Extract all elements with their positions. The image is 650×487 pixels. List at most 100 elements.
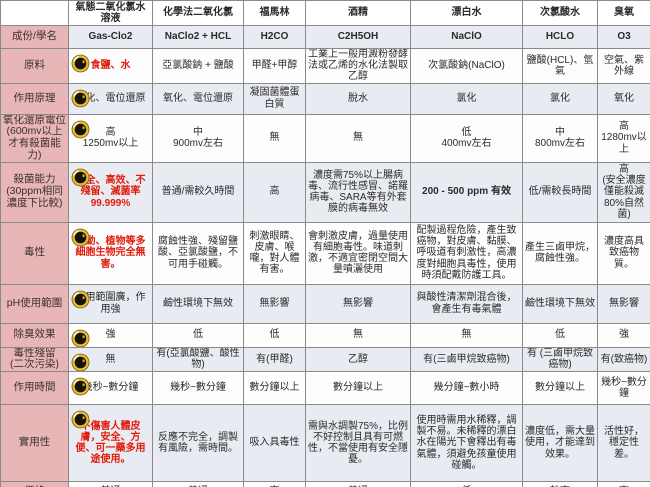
cell-text: 需與水調製75%，比例不好控制且具有可燃性，不當使用有安全隱憂。: [308, 420, 409, 466]
cell-text: 鹽酸(HCL)、氫氣: [526, 54, 594, 77]
cell-text: 高: [270, 486, 280, 487]
cell-text: 會刺激皮膚，過量使用有細胞毒性。味道刺激，不適宜密閉空間大量噴灑使用: [308, 230, 408, 276]
cell-text: Gas-Clo2: [88, 31, 133, 43]
row-header: 氧化還原電位 (600mv以上才有殺菌能力): [0, 113, 69, 163]
corner-cell: [0, 0, 69, 26]
cell-text: C2H5OH: [337, 31, 379, 43]
table-cell: 氧化、電位還原: [68, 82, 153, 115]
cell-text: 低: [462, 486, 472, 487]
table-cell: H2CO: [243, 25, 306, 49]
cell-text: 數分鐘以上: [249, 382, 300, 394]
cell-text: 高: [619, 486, 629, 487]
table-cell: 活性好，穩定性差。: [597, 404, 650, 483]
cell-text: 使用範圍廣，作用強: [75, 292, 146, 315]
cell-text: 普通: [188, 486, 208, 487]
cell-text: 幾分鐘~數小時: [433, 382, 500, 394]
table-cell: 吸入具毒性: [243, 404, 306, 483]
table-row: 殺菌能力 (30ppm相同濃度下比較) 安全、高效、不殘留、滅菌率99.999%…: [0, 161, 650, 223]
table-row: 作用時間 幾秒~數分鐘 幾秒~數分鐘 數分鐘以上 數分鐘以上 幾分鐘~數小時 數分鐘以上 幾…: [0, 371, 650, 406]
table-cell: 配製過程危險，產生致癌物，對皮膚、黏膜、呼吸道有刺激性，高濃度對細胞具毒性，使用…: [410, 221, 523, 285]
cell-text: 氧化、電位還原: [75, 92, 146, 104]
cell-text: 普通: [348, 486, 368, 487]
table-row: 毒性殘留 (二次污染) 無 有(亞氯酸鹽、酸性物) 有(甲醛) 乙醇 有(三鹵甲烷致癌物…: [0, 346, 650, 373]
table-cell: 濃度低，需大量使用，才能達到效果。: [522, 404, 598, 483]
table-cell: 低: [410, 481, 523, 487]
table-row: 除臭效果 強 低 低 無 無 低 強: [0, 322, 650, 348]
cell-text: 高 1250mv以上: [82, 126, 139, 150]
cell-text: 無: [269, 132, 280, 144]
table-cell: Gas-Clo2: [68, 25, 153, 49]
award-badge-icon: [71, 163, 90, 187]
award-badge-icon: [71, 324, 90, 347]
row-header: 作用原理: [0, 82, 69, 115]
table-cell: 有(亞氯酸鹽、酸性物): [152, 346, 244, 373]
cell-text: 低: [193, 329, 203, 341]
table-cell: NaClo2 + HCL: [152, 25, 244, 49]
cell-text: 中 800mv左右: [534, 126, 585, 150]
cell-text: 甲醛+甲醇: [251, 60, 298, 72]
cell-text: 工業上一般用澱粉發酵法或乙烯的水化法製取乙醇: [308, 49, 408, 83]
cell-text: 中 900mv左右: [172, 126, 223, 150]
cell-text: 有(致癌物): [600, 353, 648, 365]
table-cell: 高: [597, 481, 650, 487]
row-header: 除臭效果: [0, 322, 69, 348]
column-header: 臭氧: [597, 0, 650, 26]
row-header: 殺菌能力 (30ppm相同濃度下比較): [0, 161, 69, 223]
table-cell: O3: [597, 25, 650, 49]
table-cell: 次氯酸鈉(NaClO): [410, 48, 523, 84]
table-cell: 空氣、紫外線: [597, 48, 650, 84]
row-header: 作用時間: [0, 371, 69, 406]
table-cell: 無: [68, 346, 153, 373]
row-header: pH使用範圍: [0, 283, 69, 324]
table-cell: 高 1250mv以上: [68, 113, 153, 163]
table-cell: 刺激眼睛、皮膚、喉嚨，對人體有害。: [243, 221, 306, 285]
cell-text: 亞氯酸鈉 + 鹽酸: [162, 60, 234, 72]
cell-text: 無影響: [609, 297, 639, 309]
cell-text: 食鹽、水: [90, 60, 131, 72]
table-cell: 氯化: [410, 82, 523, 115]
cell-text: 氧化: [614, 92, 634, 104]
row-header: 價格: [0, 481, 69, 487]
table-cell: 鹼性環境下無效: [522, 283, 598, 324]
cell-text: 無: [461, 329, 472, 341]
table-cell: 乙醇: [305, 346, 411, 373]
table-cell: 與酸性清潔劑混合後，會產生有毒氣體: [410, 283, 523, 324]
cell-text: 次氯酸鈉(NaClO): [428, 60, 505, 72]
cell-text: 鹼性環境下無效: [163, 297, 233, 309]
table-row: 成份/學名 Gas-Clo2 NaClo2 + HCL H2CO C2H5OH NaClO…: [0, 25, 650, 49]
cell-text: 200 - 500 ppm 有效: [422, 186, 511, 198]
column-header: 次氯酸水: [522, 0, 598, 26]
cell-text: 低: [555, 329, 565, 341]
table-cell: 數分鐘以上: [522, 371, 598, 406]
cell-text: 數分鐘以上: [535, 382, 585, 394]
cell-text: 幾秒~數分鐘: [601, 376, 647, 400]
cell-text: 安全、高效、不殘留、滅菌率99.999%: [75, 175, 146, 209]
cell-text: 濃度高具致癌物質。: [604, 236, 644, 270]
table-cell: 幾秒~數分鐘: [68, 371, 153, 406]
table-cell: 會刺激皮膚，過量使用有細胞毒性。味道刺激，不適宜密閉空間大量噴灑使用: [305, 221, 411, 285]
table-cell: 不傷害人體皮膚，安全、方便、可一藥多用途使用。: [68, 404, 153, 483]
table-cell: 中 800mv左右: [522, 113, 598, 163]
table-row: 價格普通 普通 高 普通 低 較高 高: [0, 481, 650, 487]
table-row: 氧化還原電位 (600mv以上才有殺菌能力) 高 1250mv以上 中 900mv…: [0, 113, 650, 163]
table-cell: 較高: [522, 481, 598, 487]
cell-text: NaClO: [451, 31, 482, 43]
award-badge-icon: [71, 348, 90, 371]
table-cell: 亞氯酸鈉 + 鹽酸: [152, 48, 244, 84]
cell-text: 高: [269, 186, 280, 198]
table-cell: 200 - 500 ppm 有效: [410, 161, 523, 223]
table-cell: 低: [152, 322, 244, 348]
table-cell: 無: [305, 113, 411, 163]
cell-text: 配製過程危險，產生致癌物，對皮膚、黏膜、呼吸道有刺激性，高濃度對細胞具毒性，使用…: [416, 225, 517, 281]
cell-text: 與酸性清潔劑混合後，會產生有毒氣體: [416, 292, 517, 315]
cell-text: 鹼性環境下無效: [525, 297, 595, 309]
table-cell: 濃度高具致癌物質。: [597, 221, 650, 285]
table-cell: 使用時需用水稀釋，調製不易。未稀釋的漂白水在陽光下會釋出有毒氣體，須避免孩童使用…: [410, 404, 523, 483]
cell-text: 較高: [550, 486, 570, 487]
table-row: 實用性 不傷害人體皮膚，安全、方便、可一藥多用途使用。 反應不完全，調製有風險，需…: [0, 404, 650, 483]
table-cell: 氯化: [522, 82, 598, 115]
cell-text: 乙醇: [348, 353, 368, 365]
cell-text: 有(三鹵甲烷致癌物): [423, 353, 510, 365]
cell-text: 數分鐘以上: [333, 382, 383, 394]
cell-text: 對動、植物等多細胞生物完全無害。: [75, 236, 146, 270]
